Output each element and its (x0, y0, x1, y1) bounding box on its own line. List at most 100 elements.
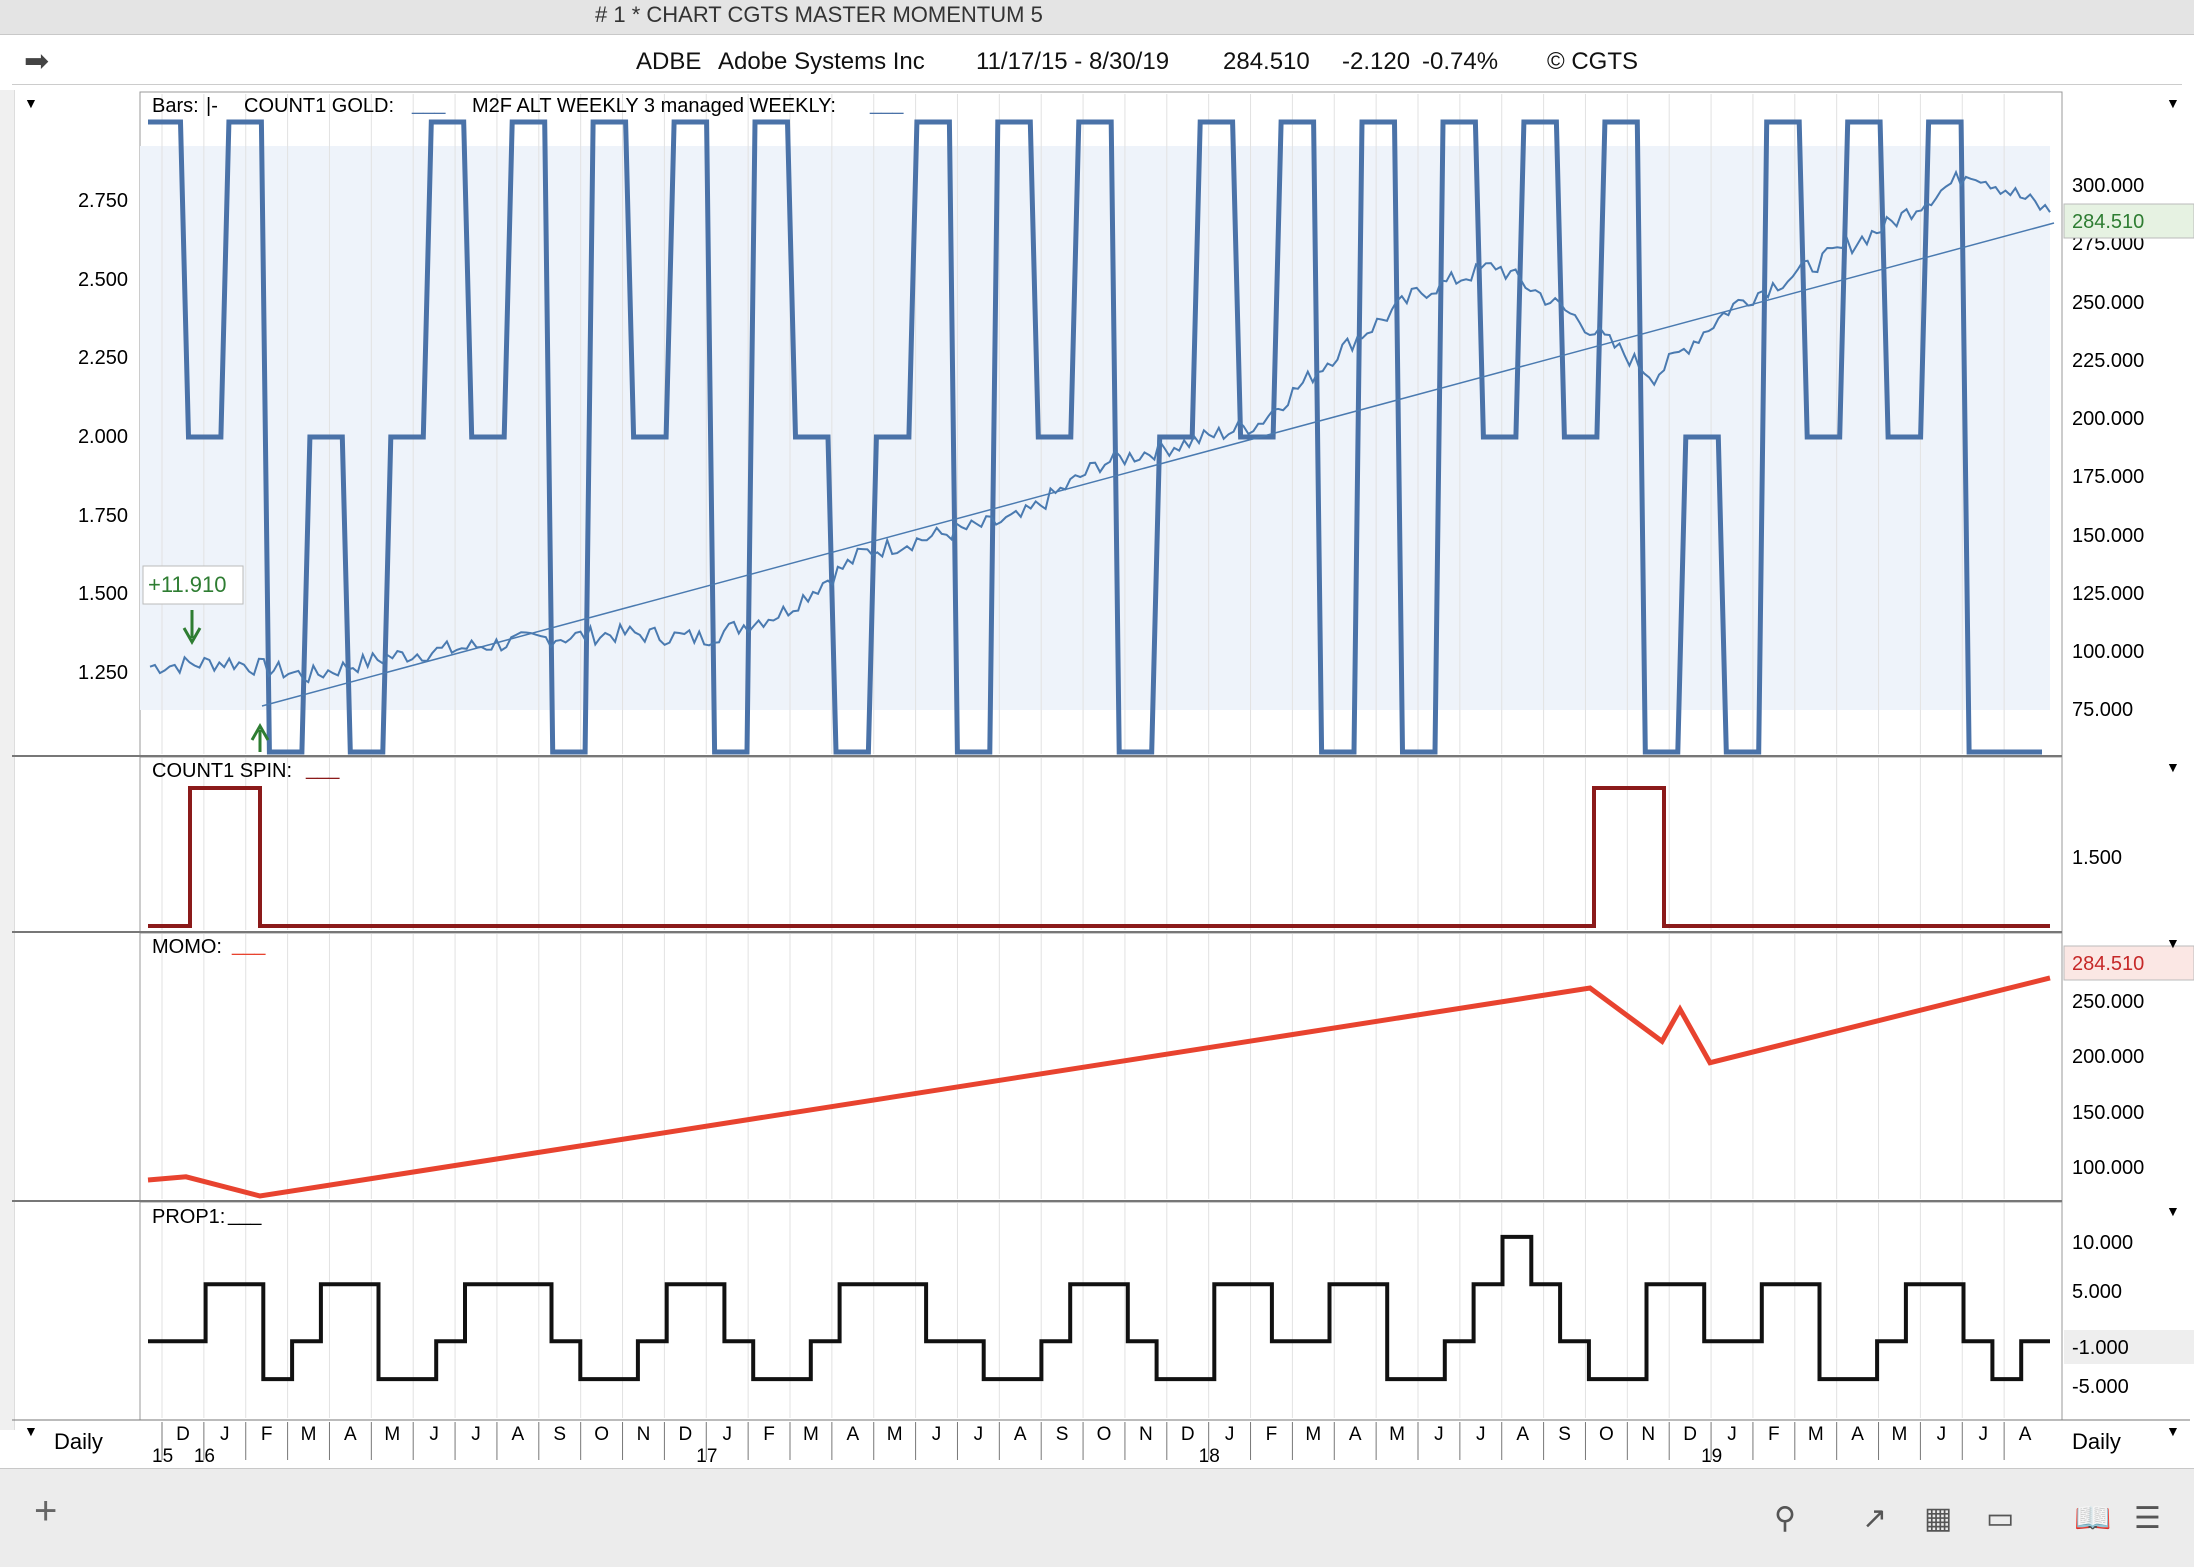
month-tick: S (553, 1424, 566, 1445)
right-tick: 75.000 (2072, 699, 2133, 721)
month-tick: F (1266, 1424, 1278, 1445)
search-icon[interactable]: ⚲ (1774, 1501, 1796, 1536)
year-tick: 18 (1199, 1446, 1220, 1467)
month-tick: J (974, 1424, 984, 1445)
month-tick: O (594, 1424, 609, 1445)
momo-legend: MOMO: (152, 936, 222, 958)
month-tick: M (1305, 1424, 1321, 1445)
period-caret-icon[interactable]: ▼ (24, 1423, 38, 1439)
month-tick: A (1349, 1424, 1362, 1445)
collapse-caret-icon[interactable]: ▼ (2166, 1203, 2180, 1219)
month-tick: J (1434, 1424, 1444, 1445)
spin-legend-mark: ___ (305, 758, 340, 780)
right-axis: 300.000 275.000 250.000 225.000 200.000 … (2072, 175, 2144, 721)
month-tick: J (1727, 1424, 1737, 1445)
month-tick: D (678, 1424, 692, 1445)
chart-line-icon[interactable]: ↗ (1862, 1501, 1887, 1536)
month-tick: N (637, 1424, 651, 1445)
period-caret-icon[interactable]: ▼ (2166, 1423, 2180, 1439)
month-tick: M (887, 1424, 903, 1445)
prop-legend: PROP1: (152, 1206, 225, 1228)
month-tick: A (1516, 1424, 1529, 1445)
month-tick: A (344, 1424, 357, 1445)
month-tick: F (763, 1424, 775, 1445)
month-tick: M (803, 1424, 819, 1445)
momo-tick: 200.000 (2072, 1046, 2144, 1068)
month-tick: F (1768, 1424, 1780, 1445)
add-icon[interactable]: + (34, 1489, 57, 1534)
month-tick: M (1892, 1424, 1908, 1445)
year-tick: 16 (194, 1446, 215, 1467)
prop-legend-mark: ___ (227, 1204, 262, 1226)
year-tick: 19 (1701, 1446, 1722, 1467)
month-tick: D (1181, 1424, 1195, 1445)
month-tick: A (1851, 1424, 1864, 1445)
momo-badge: 284.510 (2072, 953, 2144, 975)
book-icon[interactable]: 📖 (2074, 1501, 2111, 1536)
month-tick: M (1389, 1424, 1405, 1445)
year-tick: 17 (696, 1446, 717, 1467)
month-tick: O (1599, 1424, 1614, 1445)
month-tick: J (1225, 1424, 1235, 1445)
right-tick: 100.000 (2072, 641, 2144, 663)
right-tick: 150.000 (2072, 525, 2144, 547)
month-tick: J (722, 1424, 732, 1445)
right-tick: 125.000 (2072, 583, 2144, 605)
month-tick: J (932, 1424, 942, 1445)
panel-icon[interactable]: ▭ (1986, 1501, 2014, 1536)
month-tick: J (471, 1424, 481, 1445)
prop-tick: 10.000 (2072, 1232, 2133, 1254)
month-tick: M (384, 1424, 400, 1445)
month-tick: J (1937, 1424, 1947, 1445)
left-tick: 2.500 (78, 269, 128, 291)
spin-legend: COUNT1 SPIN: (152, 760, 292, 782)
month-tick: A (846, 1424, 859, 1445)
left-tick: 2.000 (78, 426, 128, 448)
right-tick: 175.000 (2072, 466, 2144, 488)
period-right-label[interactable]: Daily (2072, 1429, 2121, 1454)
prop-tick: 5.000 (2072, 1281, 2122, 1303)
collapse-caret-icon[interactable]: ▼ (2166, 935, 2180, 951)
legend-bars-mark: |- (206, 95, 218, 117)
right-tick: 250.000 (2072, 292, 2144, 314)
legend-bars: Bars: (152, 95, 199, 117)
prop-tick: -5.000 (2072, 1376, 2129, 1398)
legend-m2f-mark: ___ (869, 93, 904, 115)
spin-tick: 1.500 (2072, 847, 2122, 869)
year-tick: 15 (152, 1446, 173, 1467)
month-tick: J (429, 1424, 439, 1445)
collapse-caret-icon[interactable]: ▼ (24, 95, 38, 111)
month-tick: S (1056, 1424, 1069, 1445)
collapse-caret-icon[interactable]: ▼ (2166, 759, 2180, 775)
menu-icon[interactable]: ☰ (2134, 1501, 2161, 1536)
momo-tick: 150.000 (2072, 1102, 2144, 1124)
momo-tick: 100.000 (2072, 1157, 2144, 1179)
spin-panel-frame (140, 757, 2062, 932)
month-tick: A (2019, 1424, 2032, 1445)
left-tick: 1.750 (78, 505, 128, 527)
left-tick: 2.750 (78, 190, 128, 212)
gain-label: +11.910 (148, 572, 227, 597)
price-badge: 284.510 (2072, 211, 2144, 233)
month-tick: J (1978, 1424, 1988, 1445)
left-tick: 2.250 (78, 347, 128, 369)
month-tick: O (1097, 1424, 1112, 1445)
collapse-caret-icon[interactable]: ▼ (2166, 95, 2180, 111)
grid-icon[interactable]: ▦ (1924, 1501, 1952, 1536)
legend-gold: COUNT1 GOLD: (244, 95, 394, 117)
month-tick: N (1641, 1424, 1655, 1445)
period-left-label[interactable]: Daily (54, 1429, 103, 1454)
left-tick: 1.250 (78, 662, 128, 684)
month-tick: J (220, 1424, 230, 1445)
legend-m2f: M2F ALT WEEKLY 3 managed WEEKLY: (472, 95, 836, 117)
month-tick: D (1683, 1424, 1697, 1445)
month-tick: M (1808, 1424, 1824, 1445)
left-tick: 1.500 (78, 583, 128, 605)
month-tick: A (1014, 1424, 1027, 1445)
month-tick: N (1139, 1424, 1153, 1445)
month-tick: A (512, 1424, 525, 1445)
month-tick: M (301, 1424, 317, 1445)
month-tick: J (1476, 1424, 1486, 1445)
